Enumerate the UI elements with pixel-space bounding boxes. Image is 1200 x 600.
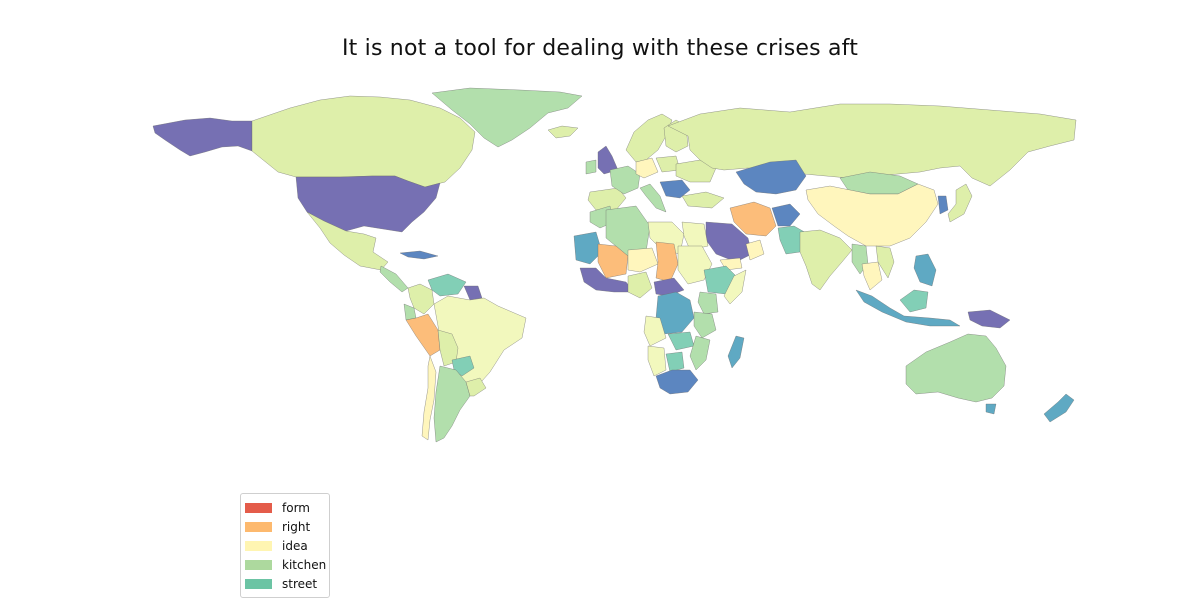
legend-swatch-kitchen [245,560,272,571]
region-tanzania [693,311,717,339]
region-germany [635,157,659,179]
region-mexico [306,211,389,271]
region-afghanistan [771,203,801,227]
legend-item-street: street [245,575,329,594]
region-australia [905,333,1007,403]
region-paraguay [451,355,475,377]
region-chad [655,241,679,283]
region-angola [643,315,667,347]
legend-swatch-street [245,579,272,590]
region-canada [251,95,476,188]
region-saudi-arabia [705,221,753,263]
legend-swatch-idea [245,540,272,551]
region-central-america [379,265,409,293]
region-botswana [665,351,685,373]
legend-item-idea: idea [245,536,329,555]
region-new-zealand [1043,393,1075,423]
region-thailand [861,261,883,291]
region-japan [947,183,973,223]
legend-item-right: right [245,517,329,536]
region-ireland [585,159,597,175]
region-venezuela [427,273,467,297]
region-kazakhstan [735,159,807,195]
region-tasmania [985,403,997,415]
region-balkans [659,179,691,199]
region-chile [421,355,437,441]
region-iran [729,201,777,237]
legend-label-form: form [282,500,310,515]
region-argentina [433,365,471,443]
region-indonesia [855,289,961,327]
region-south-africa [655,369,699,395]
region-iceland [547,125,579,139]
legend-label-kitchen: kitchen [282,558,327,573]
legend-item-form: form [245,498,329,517]
region-niger [627,247,659,273]
region-oman [745,239,765,261]
region-korea [937,195,949,215]
region-egypt [681,221,709,251]
legend-swatch-form [245,502,272,513]
region-sudan [677,245,713,285]
region-china [805,183,939,247]
region-borneo [899,289,929,313]
region-india [799,229,853,291]
region-vietnam [875,245,895,279]
region-mauritania [573,231,603,265]
legend: form right idea kitchen street [240,493,330,598]
region-philippines [913,253,937,287]
region-mozambique [689,335,711,371]
legend-label-right: right [282,519,311,534]
region-alaska [152,117,253,157]
region-zambia [667,331,695,351]
legend-label-street: street [282,577,318,592]
region-guyana [463,285,483,301]
map-title: It is not a tool for dealing with these … [341,36,859,61]
region-colombia [407,283,435,315]
region-cuba [399,250,439,260]
region-peru [405,313,441,357]
legend-swatch-right [245,521,272,532]
region-nigeria [627,271,653,299]
region-greenland [431,87,583,148]
legend-item-kitchen: kitchen [245,556,329,575]
region-turkey [681,191,725,209]
region-mali [597,243,629,279]
region-madagascar [727,335,745,369]
region-somalia [723,269,747,305]
region-uruguay [465,377,487,397]
region-central-african-republic [653,277,685,297]
region-kenya [697,291,719,315]
region-italy [639,183,667,213]
region-new-guinea [967,309,1011,329]
region-namibia [647,345,667,377]
region-france [609,165,641,195]
legend-label-idea: idea [282,538,308,553]
